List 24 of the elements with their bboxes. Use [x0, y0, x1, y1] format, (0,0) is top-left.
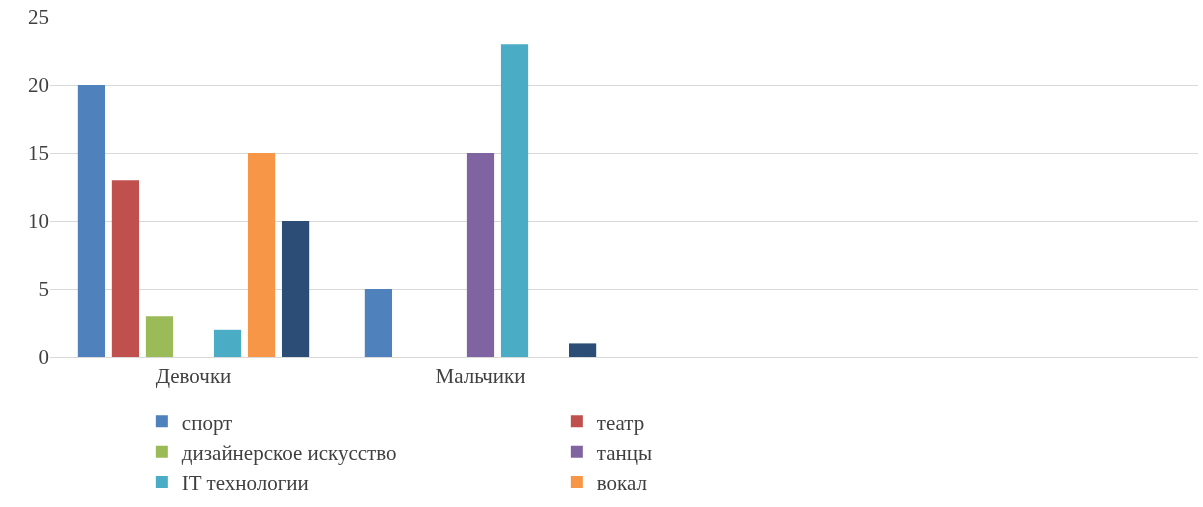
x-tick-label: Девочки [155, 364, 232, 389]
bar [77, 85, 106, 357]
legend-label: IT технологии [181, 471, 309, 496]
legend-label: вокал [596, 471, 647, 496]
y-tick-label: 25 [28, 5, 49, 30]
y-tick-label: 5 [38, 277, 49, 302]
bar [364, 289, 393, 357]
legend-label: театр [596, 410, 645, 435]
y-tick-label: 10 [28, 209, 49, 234]
legend-label: танцы [596, 440, 653, 465]
bar [247, 153, 276, 357]
bar [111, 180, 140, 357]
bar [466, 153, 495, 357]
y-tick-label: 0 [38, 345, 49, 370]
y-tick-label: 15 [28, 141, 49, 166]
legend-label: спорт [181, 410, 233, 435]
bar [500, 44, 529, 357]
x-tick-label: Мальчики [435, 364, 526, 389]
bar [213, 329, 242, 357]
bar [281, 221, 310, 357]
bar [145, 316, 174, 357]
legend-label: дизайнерское искусство [181, 440, 397, 465]
y-tick-label: 20 [28, 73, 49, 98]
bar [568, 343, 597, 357]
